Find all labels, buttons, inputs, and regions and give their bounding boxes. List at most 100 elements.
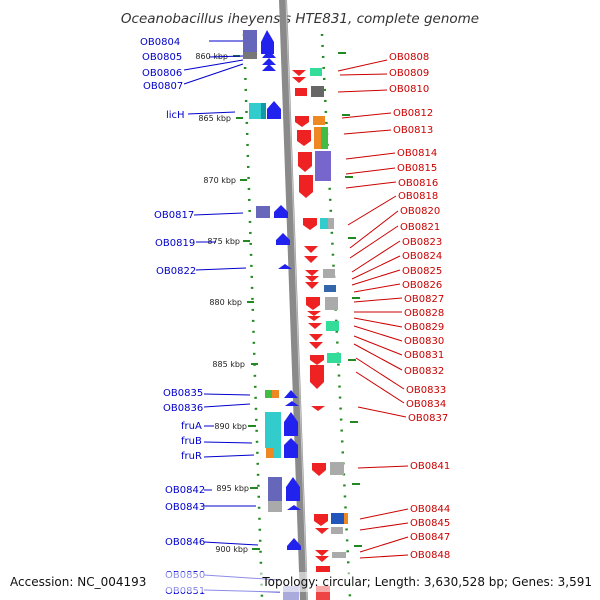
gene-arrow — [308, 323, 322, 329]
tick-label-880: 880 kbp — [209, 298, 242, 307]
gene-label-OB0835[interactable]: OB0835 — [163, 388, 203, 399]
gene-label-OB0812[interactable]: OB0812 — [393, 108, 433, 119]
gene-label-OB0848[interactable]: OB0848 — [410, 550, 450, 561]
gene-label-OB0807[interactable]: OB0807 — [143, 81, 183, 92]
gene-block — [272, 390, 279, 398]
gene-block — [268, 477, 282, 501]
gene-label-OB0846[interactable]: OB0846 — [165, 537, 205, 548]
gene-arrow — [309, 342, 323, 349]
gene-arrow — [315, 528, 329, 534]
gene-label-OB0822[interactable]: OB0822 — [156, 266, 196, 277]
gene-label-OB0815[interactable]: OB0815 — [397, 163, 437, 174]
gene-arrow — [292, 70, 306, 76]
gene-arrow — [309, 334, 323, 341]
gene-block — [265, 412, 281, 436]
gene-label-fruA[interactable]: fruA — [181, 421, 202, 432]
gene-label-OB0814[interactable]: OB0814 — [397, 148, 437, 159]
gene-arrow — [295, 116, 309, 127]
gene-label-OB0831[interactable]: OB0831 — [404, 350, 444, 361]
gene-label-OB0804[interactable]: OB0804 — [140, 37, 180, 48]
gene-arrow — [305, 270, 319, 276]
gene-label-OB0837[interactable]: OB0837 — [408, 413, 448, 424]
gene-label-OB0836[interactable]: OB0836 — [163, 403, 203, 414]
gene-label-OB0805[interactable]: OB0805 — [142, 52, 182, 63]
gene-label-OB0824[interactable]: OB0824 — [402, 251, 442, 262]
gene-block — [330, 462, 344, 475]
gene-block — [327, 353, 341, 363]
gene-block — [310, 68, 322, 76]
gene-label-OB0834[interactable]: OB0834 — [406, 399, 446, 410]
gene-block — [256, 206, 270, 218]
gene-label-OB0828[interactable]: OB0828 — [404, 308, 444, 319]
left-strand-genes — [243, 30, 301, 600]
gene-label-OB0830[interactable]: OB0830 — [404, 336, 444, 347]
gene-block — [315, 151, 331, 181]
gene-label-OB0816[interactable]: OB0816 — [398, 178, 438, 189]
right-labels: OB0808 OB0809 OB0810 OB0812 OB0813 OB081… — [337, 52, 450, 561]
gene-arrow — [304, 246, 318, 253]
gene-label-fruR[interactable]: fruR — [181, 451, 202, 462]
gene-label-OB0832[interactable]: OB0832 — [404, 366, 444, 377]
gene-label-OB0825[interactable]: OB0825 — [402, 266, 442, 277]
gene-arrow — [284, 412, 298, 436]
gene-arrow — [310, 365, 324, 389]
gene-arrow — [315, 556, 329, 562]
gene-block — [314, 127, 321, 149]
gene-block — [328, 218, 334, 229]
gene-label-OB0819[interactable]: OB0819 — [155, 238, 195, 249]
gene-block — [295, 88, 307, 96]
gene-label-OB0843[interactable]: OB0843 — [165, 502, 205, 513]
gene-arrow — [284, 390, 298, 398]
accession-text: Accession: NC_004193 — [10, 575, 146, 589]
gene-block — [331, 513, 344, 524]
gene-label-OB0818[interactable]: OB0818 — [398, 191, 438, 202]
map-title: Oceanobacillus iheyensis HTE831, complet… — [121, 11, 479, 27]
gene-arrow — [262, 64, 276, 71]
gene-block — [313, 116, 325, 125]
gene-label-OB0820[interactable]: OB0820 — [400, 206, 440, 217]
gene-arrow — [278, 264, 292, 269]
tick-label-895: 895 kbp — [216, 484, 249, 493]
gene-label-OB0841[interactable]: OB0841 — [410, 461, 450, 472]
gene-label-OB0826[interactable]: OB0826 — [402, 280, 442, 291]
tick-890: 890 kbp — [214, 422, 256, 431]
gene-label-OB0809[interactable]: OB0809 — [389, 68, 429, 79]
tick-865: 865 kbp — [198, 114, 243, 123]
gene-label-OB0810[interactable]: OB0810 — [389, 84, 429, 95]
gene-label-OB0842[interactable]: OB0842 — [165, 485, 205, 496]
gene-block — [266, 448, 274, 458]
gene-label-OB0844[interactable]: OB0844 — [410, 504, 450, 515]
gene-block — [325, 297, 338, 310]
gene-label-OB0808[interactable]: OB0808 — [389, 52, 429, 63]
gene-arrow — [303, 218, 317, 230]
tick-label-900: 900 kbp — [215, 545, 248, 554]
gene-arrow — [305, 282, 319, 289]
gene-label-OB0845[interactable]: OB0845 — [410, 518, 450, 529]
gene-label-OB0847[interactable]: OB0847 — [410, 532, 450, 543]
gene-arrow — [298, 152, 312, 172]
gene-label-OB0829[interactable]: OB0829 — [404, 322, 444, 333]
tick-label-870: 870 kbp — [203, 176, 236, 185]
topology-text: Topology: circular; Length: 3,630,528 bp… — [261, 575, 592, 589]
gene-label-OB0813[interactable]: OB0813 — [393, 125, 433, 136]
gene-arrow — [310, 355, 324, 365]
tick-group: 860 kbp 865 kbp 870 kbp 875 kbp 880 kbp … — [195, 52, 260, 554]
gene-label-OB0823[interactable]: OB0823 — [402, 237, 442, 248]
gene-label-licH[interactable]: licH — [166, 110, 185, 121]
gene-arrow — [287, 505, 301, 510]
gene-block — [243, 52, 257, 59]
gene-block — [332, 552, 346, 558]
gene-label-OB0821[interactable]: OB0821 — [400, 222, 440, 233]
gene-block — [284, 450, 298, 458]
gene-arrow — [274, 205, 288, 218]
gene-label-OB0827[interactable]: OB0827 — [404, 294, 444, 305]
gene-label-OB0817[interactable]: OB0817 — [154, 210, 194, 221]
footer-backdrop — [0, 572, 600, 592]
gene-label-OB0833[interactable]: OB0833 — [406, 385, 446, 396]
tick-label-875: 875 kbp — [207, 237, 240, 246]
tick-label-885: 885 kbp — [212, 360, 245, 369]
gene-label-fruB[interactable]: fruB — [181, 436, 202, 447]
gene-label-OB0806[interactable]: OB0806 — [142, 68, 182, 79]
